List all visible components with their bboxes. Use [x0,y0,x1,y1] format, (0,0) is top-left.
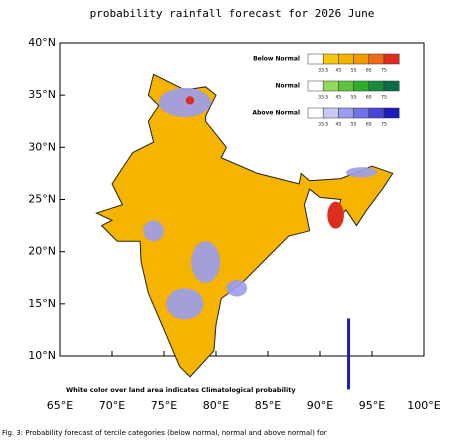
legend-swatch [383,107,400,119]
legend-swatch [338,53,354,65]
legend-swatch [383,80,400,92]
x-tick-label: 85°E [255,399,281,412]
legend-tick: 45 [336,95,342,101]
legend-tick: 75 [381,122,387,128]
legend-tick: 45 [336,122,342,128]
legend-swatch [368,53,385,65]
legend-label: Below Normal [253,56,300,63]
legend-tick: 65 [366,122,372,128]
x-tick-label: 95°E [359,399,385,412]
legend-swatch [322,107,339,119]
legend-swatch [353,53,370,65]
legend-swatch [322,53,339,65]
legend-swatch [368,80,385,92]
caption: Fig. 3: Probability forecast of tercile … [2,429,327,437]
y-tick-label: 10°N [28,349,56,362]
legend-swatch [383,53,400,65]
above-normal-area [346,167,378,178]
above-normal-area [226,279,248,297]
legend-swatch [307,107,324,119]
y-tick-label: 30°N [28,140,56,153]
legend-tick: 33.5 [318,68,328,74]
legend-tick: 75 [381,68,387,74]
legend-label: Normal [276,83,300,90]
y-tick-label: 20°N [28,245,56,258]
y-tick-label: 40°N [28,36,56,49]
above-normal-area [166,288,204,320]
title: probability rainfall forecast for 2026 J… [90,7,375,20]
legend-label: Above Normal [252,110,300,117]
above-normal-area [143,220,165,242]
note: White color over land area indicates Cli… [66,386,296,394]
legend-tick: 45 [336,68,342,74]
legend-tick: 55 [351,95,357,101]
x-tick-label: 90°E [307,399,333,412]
legend-tick: 55 [351,122,357,128]
legend-swatch [368,107,385,119]
legend-tick: 65 [366,95,372,101]
legend-tick: 33.5 [318,122,328,128]
below-normal-area [327,201,344,229]
legend-tick: 65 [366,68,372,74]
y-tick-label: 35°N [28,88,56,101]
above-normal-area [191,241,221,283]
legend-swatch [322,80,339,92]
legend-swatch [307,80,324,92]
legend-swatch [307,53,324,65]
legend-swatch [353,107,370,119]
y-tick-label: 15°N [28,297,56,310]
legend-tick: 75 [381,95,387,101]
x-tick-label: 70°E [99,399,125,412]
x-tick-label: 80°E [203,399,229,412]
legend-tick: 33.5 [318,95,328,101]
below-normal-area [185,96,195,105]
x-tick-label: 65°E [47,399,73,412]
islands [347,318,351,390]
above-normal-area [158,87,211,118]
legend-tick: 55 [351,68,357,74]
legend-swatch [353,80,370,92]
y-tick-label: 25°N [28,193,56,206]
x-tick-label: 100°E [407,399,440,412]
x-tick-label: 75°E [151,399,177,412]
legend-swatch [338,107,354,119]
legend-swatch [338,80,354,92]
